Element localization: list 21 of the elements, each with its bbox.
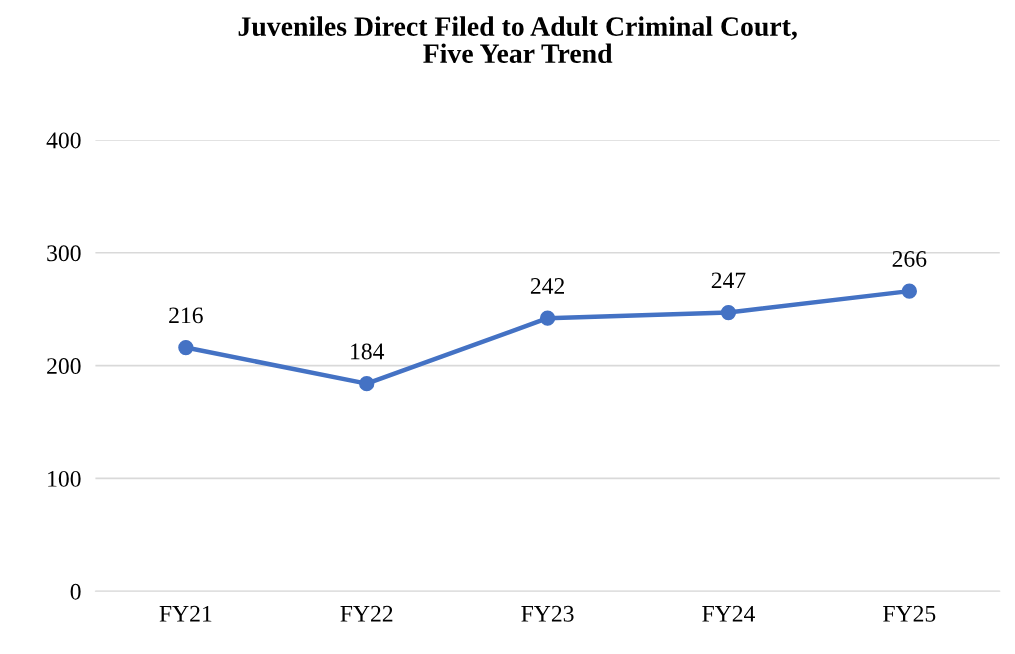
point (539, 310, 556, 326)
data-label: 266 (892, 251, 927, 267)
x-tick-label: FY22 (340, 605, 393, 622)
y-tick-label: 100 (48, 470, 81, 487)
x-tick-label: FY23 (521, 605, 574, 622)
data-label: 242 (530, 278, 564, 294)
data-label: 184 (351, 343, 385, 360)
chart-title: Juveniles Direct Filed to Adult Criminal Court, Five Year Trend (238, 16, 797, 64)
x-tick-label: FY25 (883, 605, 936, 622)
x-tick-label: FY21 (159, 605, 212, 622)
data-label: 247 (711, 272, 746, 289)
y-tick-label: 200 (47, 358, 81, 375)
point (901, 283, 917, 299)
y-tick-label: 0 (70, 583, 81, 600)
y-tick-label: 300 (47, 245, 81, 262)
point (720, 304, 737, 321)
point (359, 375, 375, 392)
point (178, 339, 194, 356)
x-tick-label: FY24 (702, 605, 755, 622)
y-tick-label: 400 (46, 132, 81, 149)
data-label: 216 (169, 307, 203, 324)
